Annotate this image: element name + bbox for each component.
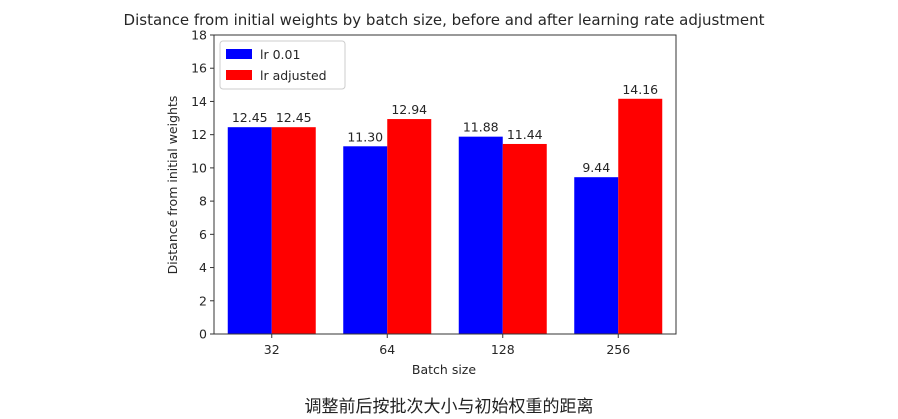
bar-value-label: 12.45 — [276, 110, 312, 125]
bar-value-label: 12.94 — [391, 102, 427, 117]
x-tick-label: 128 — [491, 342, 515, 357]
bar — [387, 119, 432, 335]
y-tick-label: 12 — [191, 127, 207, 142]
legend-swatch — [226, 70, 252, 80]
x-tick-label: 256 — [606, 342, 630, 357]
y-tick-label: 10 — [191, 160, 207, 175]
bar — [574, 177, 619, 334]
x-tick-label: 32 — [264, 342, 280, 357]
bar-value-label: 14.16 — [622, 82, 658, 97]
bar — [227, 127, 272, 334]
bar-value-label: 9.44 — [582, 160, 610, 175]
y-tick-label: 0 — [199, 327, 207, 342]
bar-value-label: 12.45 — [232, 110, 268, 125]
y-axis-label: Distance from initial weights — [165, 96, 180, 275]
y-tick-label: 14 — [191, 94, 207, 109]
y-tick-label: 16 — [191, 61, 207, 76]
bar-chart: Distance from initial weights by batch s… — [124, 11, 765, 377]
y-tick-label: 18 — [191, 28, 207, 43]
y-tick-label: 2 — [199, 293, 207, 308]
y-tick-label: 8 — [199, 194, 207, 209]
legend: lr 0.01 lr adjusted — [219, 40, 346, 90]
bar-value-label: 11.88 — [463, 120, 499, 135]
legend-label: lr adjusted — [260, 68, 327, 83]
plot-frame — [213, 34, 677, 335]
bar — [458, 136, 503, 334]
bar — [502, 143, 547, 334]
bar — [343, 146, 388, 334]
bar — [618, 98, 663, 334]
bar-value-label: 11.44 — [507, 127, 543, 142]
bar — [271, 127, 316, 334]
x-tick-label: 64 — [379, 342, 395, 357]
y-tick-label: 4 — [199, 260, 207, 275]
legend-swatch — [226, 49, 252, 59]
legend-label: lr 0.01 — [260, 47, 300, 62]
figure-caption: 调整前后按批次大小与初始权重的距离 — [304, 397, 594, 417]
bar-value-label: 11.30 — [347, 129, 383, 144]
chart-title: Distance from initial weights by batch s… — [124, 11, 765, 29]
plot-area: 0 2 4 6 8 10 12 14 16 18 32 12.45 12.45 64 11.30 12.94 1… — [191, 28, 677, 357]
x-axis-label: Batch size — [412, 362, 476, 377]
y-tick-label: 6 — [199, 227, 207, 242]
